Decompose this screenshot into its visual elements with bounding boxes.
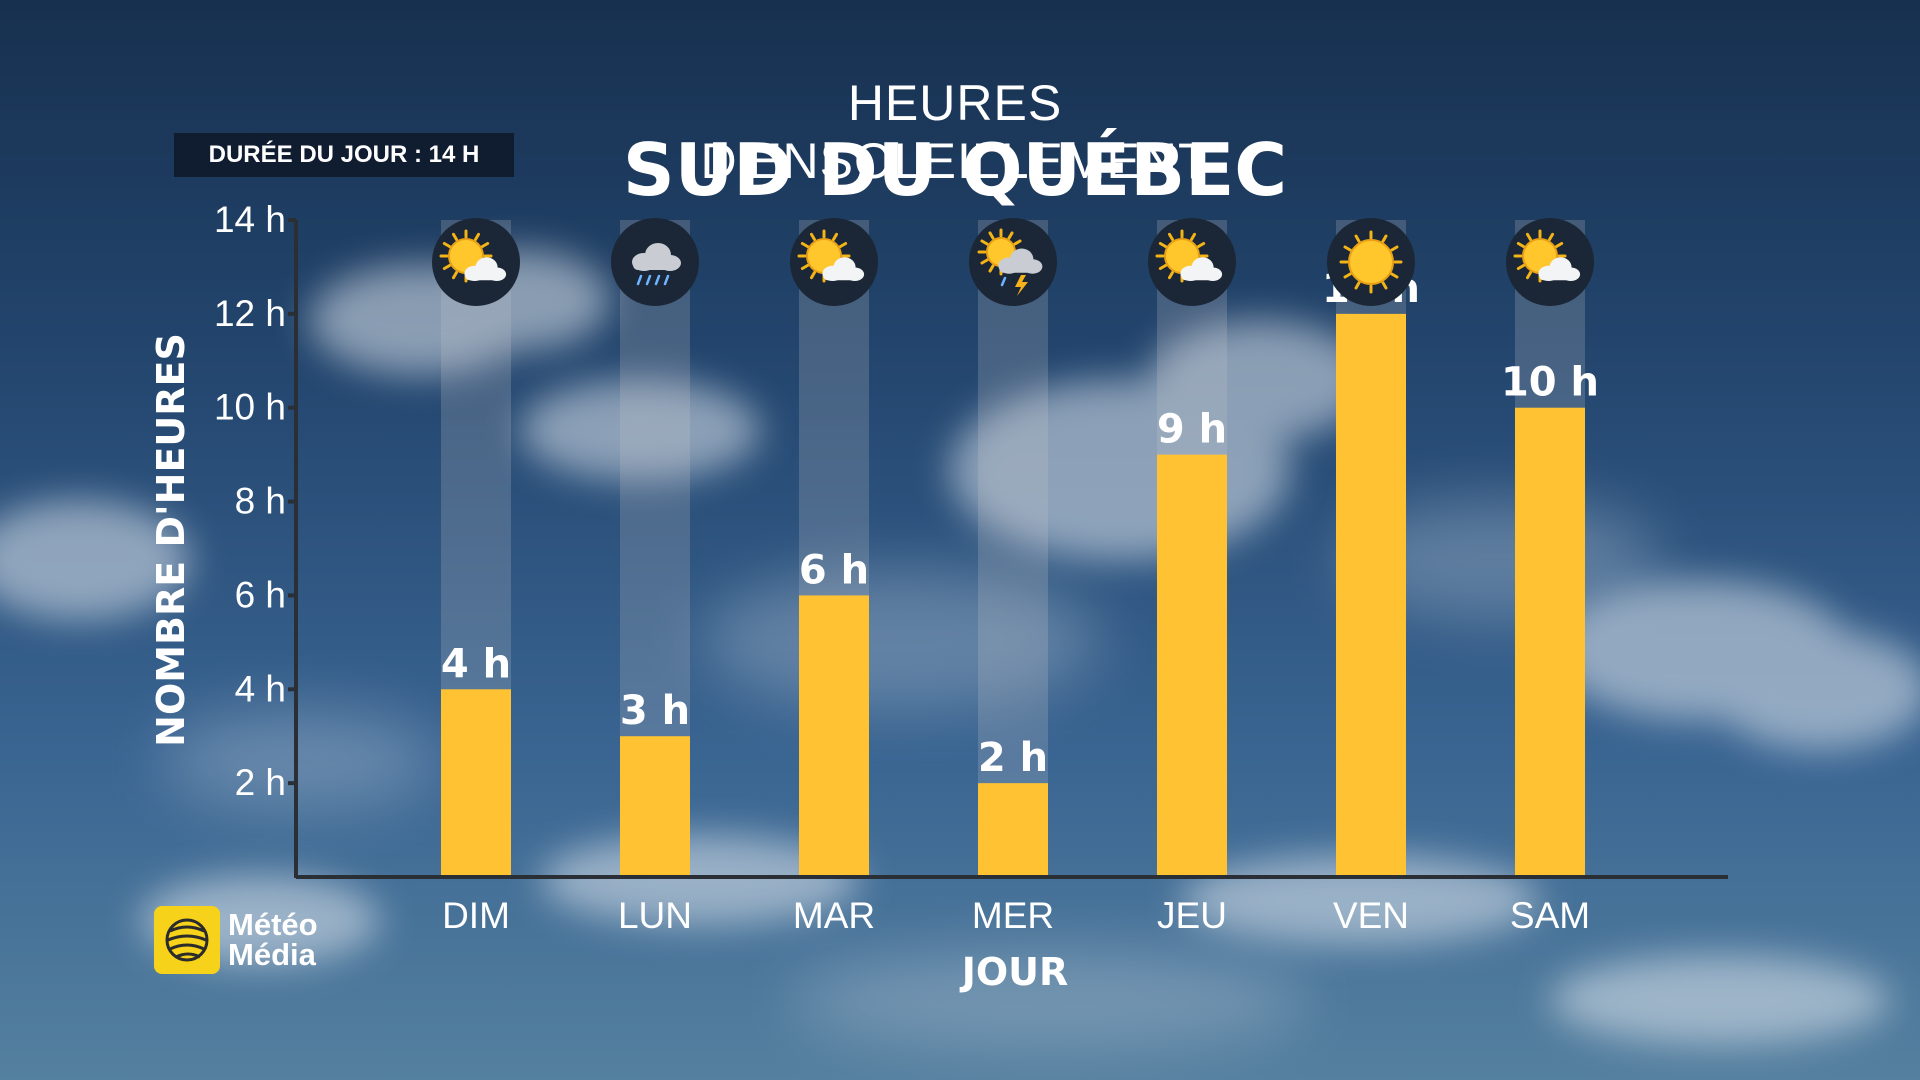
- sun-ray: [800, 264, 810, 270]
- sun-ray: [988, 264, 995, 273]
- value-label: 9 h: [1157, 407, 1227, 453]
- sun-ray: [1390, 272, 1399, 279]
- thunderstorm-icon: [969, 218, 1057, 306]
- sun-disc: [1348, 239, 1394, 285]
- y-axis-title: NOMBRE D'HEURES: [149, 333, 193, 747]
- sun-ray: [1190, 232, 1196, 242]
- sun-ray: [1381, 281, 1388, 290]
- sun-cloud-icon: [790, 218, 878, 306]
- sun-ray: [442, 264, 452, 270]
- cloud-base: [1539, 271, 1579, 281]
- sun-cloud-icon: [1148, 218, 1236, 306]
- x-tick-label: LUN: [618, 895, 692, 936]
- x-tick-label: DIM: [442, 895, 510, 936]
- rain-drop: [654, 274, 661, 286]
- x-tick-label: MER: [972, 895, 1054, 936]
- y-tick-label: 6 h: [235, 574, 286, 615]
- sun-ray: [810, 232, 816, 242]
- bar: [978, 783, 1048, 877]
- sun-ray: [1013, 239, 1022, 246]
- rain-drop: [645, 274, 652, 286]
- logo-mark-icon: [154, 906, 220, 974]
- sun-ray: [1390, 245, 1399, 252]
- chart-title: HEURES D'ENSOLEILLEMENT: [700, 75, 1210, 189]
- bar: [1157, 454, 1227, 877]
- value-label: 6 h: [799, 547, 869, 593]
- sun-ray: [1526, 270, 1532, 280]
- day-length-badge: DURÉE DU JOUR : 14 H: [174, 133, 514, 177]
- logo-text-line1: Météo: [228, 907, 318, 942]
- value-label: 4 h: [441, 641, 511, 687]
- sun-ray: [1381, 234, 1388, 243]
- y-tick-label: 8 h: [235, 481, 286, 522]
- sun-ray: [1516, 242, 1526, 248]
- sun-ray: [1516, 264, 1526, 270]
- sun-ray: [442, 242, 452, 248]
- sun-ray: [1168, 232, 1174, 242]
- sun-ray: [838, 242, 848, 248]
- chart-subtitle: SUD DU QUÉBEC: [622, 128, 1288, 212]
- y-tick-label: 10 h: [214, 387, 286, 428]
- sun-ray: [452, 270, 458, 280]
- rain-drop: [663, 274, 670, 286]
- sun-ray: [1343, 272, 1352, 279]
- bar: [799, 595, 869, 877]
- x-tick-label: VEN: [1333, 895, 1409, 936]
- sun-ray: [1158, 242, 1168, 248]
- rain-drop: [636, 274, 643, 286]
- logo-text-line2: Média: [228, 937, 316, 972]
- sun-ray: [832, 232, 838, 242]
- sun-ray: [1007, 231, 1014, 240]
- cloud-base: [633, 260, 679, 270]
- lightning-bolt: [1015, 275, 1028, 296]
- max-track: [978, 220, 1048, 877]
- sun-ray: [1168, 270, 1174, 280]
- sun-ray: [1354, 234, 1361, 243]
- sun-ray: [1526, 232, 1532, 242]
- value-label: 3 h: [620, 688, 690, 734]
- bar: [441, 689, 511, 877]
- bar: [1515, 407, 1585, 877]
- rain-cloud-icon: [611, 218, 699, 306]
- x-tick-label: MAR: [793, 895, 875, 936]
- sun-ray: [1354, 281, 1361, 290]
- sun-ray: [474, 232, 480, 242]
- bar: [1336, 313, 1406, 877]
- value-label: 2 h: [978, 735, 1048, 781]
- sun-ray: [1196, 242, 1206, 248]
- cloud-base: [823, 271, 863, 281]
- sun-ray: [1554, 242, 1564, 248]
- sun-ray: [1343, 245, 1352, 252]
- y-tick-label: 4 h: [235, 668, 286, 709]
- sun-ray: [988, 231, 995, 240]
- y-tick-label: 2 h: [235, 762, 286, 803]
- sun-ray: [800, 242, 810, 248]
- cloud-base: [465, 271, 505, 281]
- sun-ray: [980, 258, 989, 265]
- x-axis-title: JOUR: [959, 950, 1069, 994]
- meteomedia-logo: Météo Média: [154, 906, 318, 974]
- sun-ray: [810, 270, 816, 280]
- sun-ray: [1158, 264, 1168, 270]
- sun-icon: [1327, 218, 1415, 306]
- sun-cloud-icon: [1506, 218, 1594, 306]
- x-tick-label: JEU: [1157, 895, 1227, 936]
- x-tick-label: SAM: [1510, 895, 1590, 936]
- bar: [620, 736, 690, 877]
- y-tick-label: 12 h: [214, 293, 286, 334]
- y-tick-label: 14 h: [214, 199, 286, 240]
- value-label: 10 h: [1501, 360, 1599, 406]
- rain-drop: [1000, 276, 1007, 287]
- sun-ray: [980, 239, 989, 246]
- sun-ray: [452, 232, 458, 242]
- sun-ray: [1548, 232, 1554, 242]
- cloud-base: [1181, 271, 1221, 281]
- sun-cloud-icon: [432, 218, 520, 306]
- cloud-base: [999, 263, 1041, 273]
- sun-ray: [480, 242, 490, 248]
